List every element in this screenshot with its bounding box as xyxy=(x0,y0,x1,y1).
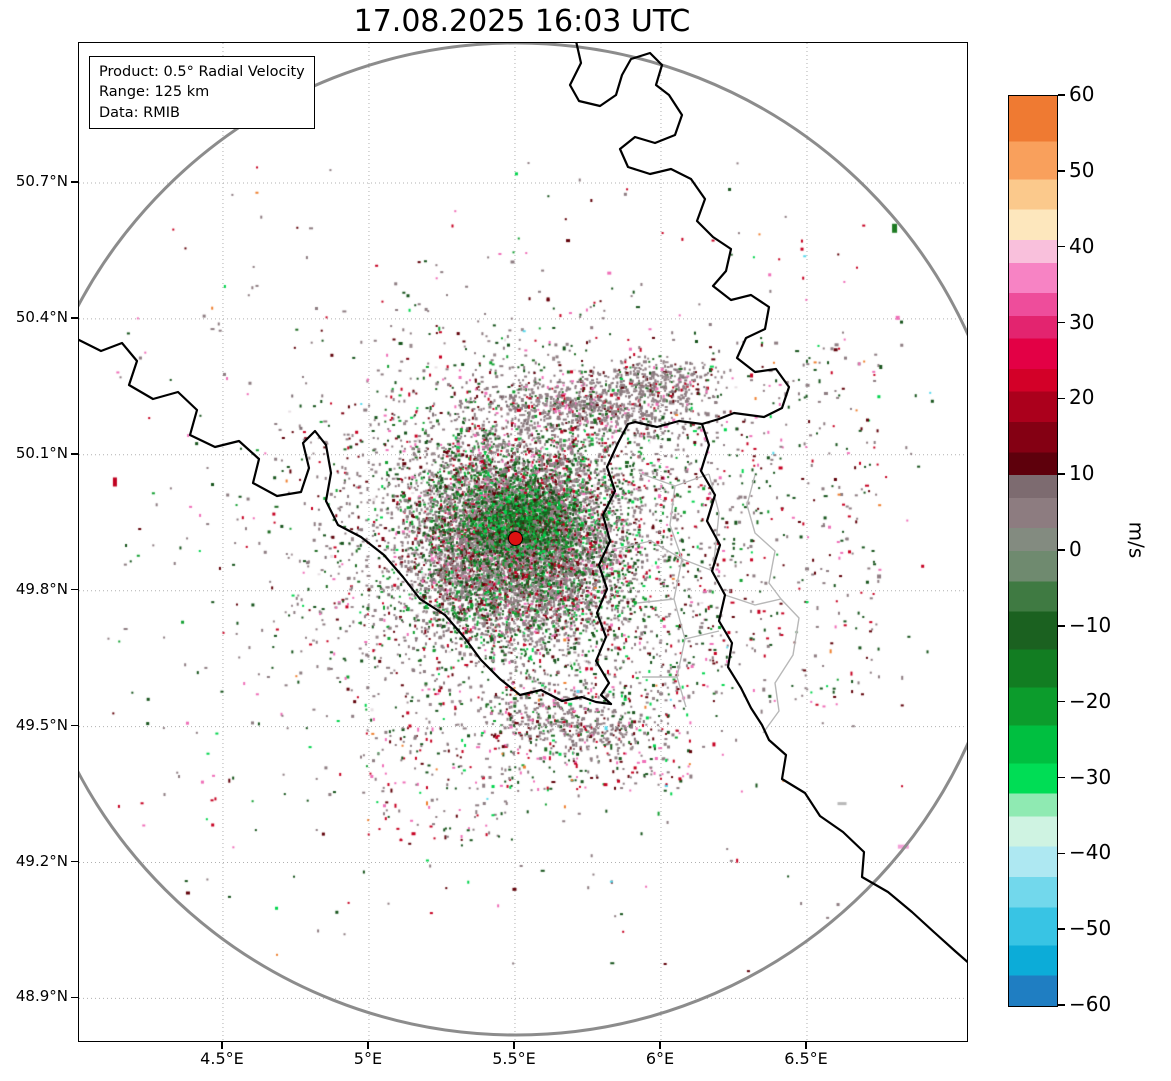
y-tick-mark xyxy=(71,317,78,319)
colorbar-tick-mark xyxy=(1058,397,1065,400)
district-border-path xyxy=(746,474,782,600)
country-border-path xyxy=(79,338,613,706)
y-tick-label: 50.4°N xyxy=(15,307,68,326)
y-tick-mark xyxy=(71,181,78,183)
y-tick-mark xyxy=(71,724,78,727)
x-tick-label: 6.5°E xyxy=(784,1049,828,1068)
colorbar-tick-label: 50 xyxy=(1069,157,1095,182)
internal-borders xyxy=(614,472,800,734)
radar-echo-canvas xyxy=(79,43,967,1041)
district-border-path xyxy=(669,485,687,708)
colorbar-tick-mark xyxy=(1058,549,1065,551)
district-border-path xyxy=(614,540,714,572)
y-tick-label: 48.9°N xyxy=(15,987,68,1006)
map-plot: Product: 0.5° Radial Velocity Range: 125… xyxy=(78,42,968,1042)
x-tick-mark xyxy=(805,1042,807,1049)
figure-title: 17.08.2025 16:03 UTC xyxy=(353,4,691,39)
colorbar-tick-mark xyxy=(1058,928,1065,930)
y-tick-mark xyxy=(71,588,78,591)
borders-layer xyxy=(79,43,967,1037)
x-tick-label: 4.5°E xyxy=(200,1049,244,1068)
country-borders xyxy=(79,43,967,963)
colorbar xyxy=(1008,95,1058,1007)
country-border-path xyxy=(594,419,704,706)
colorbar-tick-mark xyxy=(1058,245,1065,248)
colorbar-tick-label: 20 xyxy=(1069,385,1095,410)
product-info-line: Product: 0.5° Radial Velocity xyxy=(99,64,305,80)
colorbar-tick-label: −50 xyxy=(1069,916,1112,941)
range-ring xyxy=(79,43,967,1037)
x-tick-mark xyxy=(659,1042,661,1049)
colorbar-tick-label: 40 xyxy=(1069,233,1095,258)
y-tick-label: 49.2°N xyxy=(15,851,68,870)
colorbar-tick-mark xyxy=(1058,625,1065,627)
colorbar-tick-mark xyxy=(1058,852,1065,855)
product-info-line: Data: RMIB xyxy=(99,104,180,121)
colorbar-tick-mark xyxy=(1058,321,1065,324)
x-tick-label: 5°E xyxy=(353,1049,383,1068)
product-info-box: Product: 0.5° Radial Velocity Range: 125… xyxy=(89,56,315,129)
colorbar-tick-label: −40 xyxy=(1069,840,1112,865)
colorbar-tick-label: −30 xyxy=(1069,764,1112,789)
y-tick-mark xyxy=(71,860,78,863)
colorbar-tick-mark xyxy=(1058,700,1065,703)
colorbar-tick-mark xyxy=(1058,170,1065,172)
district-border-path xyxy=(708,473,720,572)
colorbar-unit-label: m/s xyxy=(1124,521,1149,559)
country-border-path xyxy=(568,43,967,963)
colorbar-tick-label: 30 xyxy=(1069,309,1095,334)
y-tick-mark xyxy=(71,996,78,999)
colorbar-tick-label: −60 xyxy=(1069,992,1112,1016)
colorbar-tick-label: −10 xyxy=(1069,612,1112,637)
y-tick-mark xyxy=(71,453,78,455)
colorbar-tick-mark xyxy=(1058,776,1065,779)
y-tick-label: 50.7°N xyxy=(15,171,68,190)
y-tick-label: 49.8°N xyxy=(15,579,68,598)
colorbar-tick-label: 60 xyxy=(1069,82,1095,106)
x-tick-mark xyxy=(367,1042,369,1049)
x-tick-label: 5.5°E xyxy=(492,1049,536,1068)
district-border-path xyxy=(638,472,710,487)
district-border-path xyxy=(724,594,800,734)
y-tick-label: 49.5°N xyxy=(15,715,68,734)
x-tick-mark xyxy=(221,1042,223,1049)
colorbar-tick-mark xyxy=(1058,1004,1065,1006)
colorbar-tick-label: 0 xyxy=(1069,537,1082,561)
radar-site-marker xyxy=(508,531,524,547)
x-tick-mark xyxy=(513,1042,515,1049)
colorbar-tick-mark xyxy=(1058,473,1065,475)
district-border-path xyxy=(636,598,720,678)
colorbar-tick-mark xyxy=(1058,94,1065,96)
y-tick-label: 50.1°N xyxy=(15,443,68,462)
colorbar-tick-label: −20 xyxy=(1069,688,1112,713)
x-tick-label: 6°E xyxy=(645,1049,675,1068)
product-info-line: Range: 125 km xyxy=(99,84,210,101)
colorbar-tick-label: 10 xyxy=(1069,461,1095,486)
